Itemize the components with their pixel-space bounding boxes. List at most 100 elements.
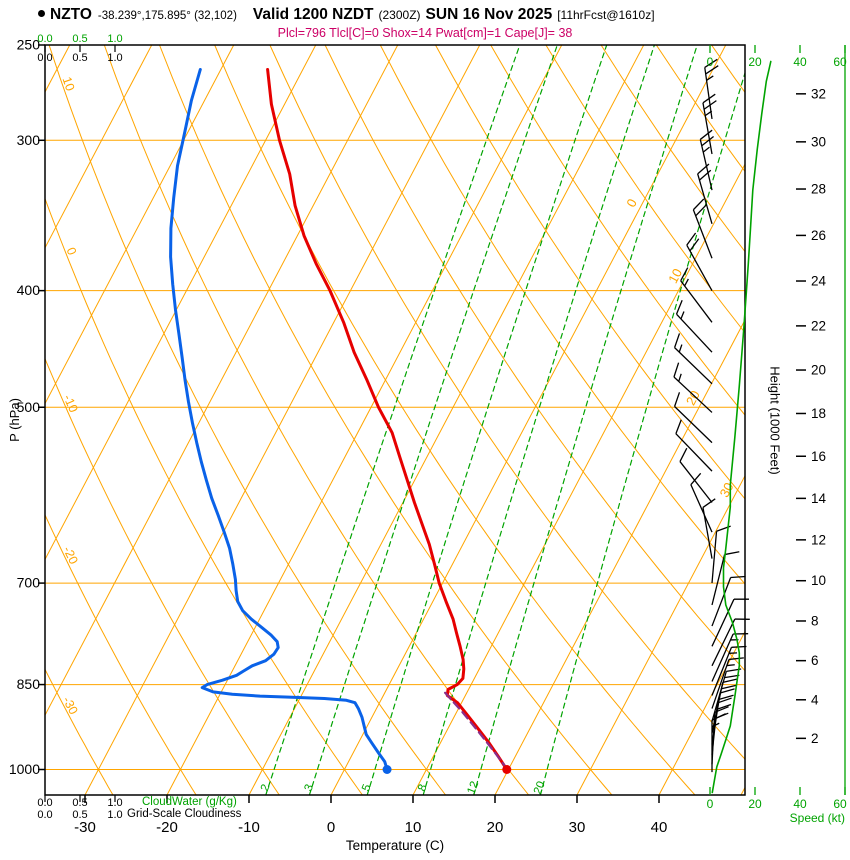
svg-text:1.0: 1.0: [107, 33, 122, 45]
svg-text:250: 250: [17, 37, 41, 53]
svg-text:8: 8: [416, 783, 430, 793]
svg-text:30: 30: [569, 819, 586, 836]
svg-text:-30: -30: [74, 819, 96, 836]
curves: [169, 68, 509, 771]
forecast-tag: [11hrFcst@1610z]: [557, 8, 655, 22]
pressure-axis: 250 300 400 500 700 850 1000: [9, 37, 45, 777]
svg-text:500: 500: [17, 399, 41, 415]
svg-text:20: 20: [811, 363, 826, 378]
cloud-scales: 0.00.00.00.00.50.50.50.51.01.01.01.0: [37, 33, 122, 821]
svg-text:0: 0: [623, 196, 640, 209]
cloudiness-axis-title: Grid-Scale Cloudiness: [127, 808, 242, 820]
header: NZTO -38.239°,175.895° (32,102) Valid 1200…: [38, 6, 848, 24]
svg-text:10: 10: [665, 266, 685, 286]
svg-text:0.0: 0.0: [37, 33, 52, 45]
svg-text:12: 12: [465, 780, 481, 796]
svg-text:40: 40: [793, 797, 807, 811]
svg-text:0.5: 0.5: [72, 52, 87, 64]
station-code: NZTO: [50, 6, 92, 23]
grid-labels: 0 10 20 30 10 0 -10 -20 -30 2 3 5 8 12 20: [59, 75, 736, 796]
wind-barbs: [673, 58, 750, 773]
svg-text:28: 28: [811, 182, 826, 197]
svg-text:700: 700: [17, 575, 41, 591]
svg-text:0.0: 0.0: [37, 809, 52, 821]
svg-text:0: 0: [707, 797, 714, 811]
svg-text:10: 10: [59, 75, 77, 93]
svg-text:-20: -20: [60, 544, 80, 566]
svg-text:6: 6: [811, 653, 819, 668]
pressure-axis-title: P (hPa): [7, 398, 22, 442]
svg-text:20: 20: [487, 819, 504, 836]
svg-text:20: 20: [683, 388, 703, 408]
svg-text:1.0: 1.0: [107, 809, 122, 821]
svg-text:0.0: 0.0: [37, 52, 52, 64]
station-bullet-icon: [38, 10, 45, 17]
svg-text:30: 30: [811, 134, 826, 149]
svg-text:30: 30: [716, 480, 736, 500]
station-coords: -38.239°,175.895° (32,102): [97, 10, 237, 22]
stability-stats-line: Plcl=796 Tlcl[C]=0 Shox=14 Pwat[cm]=1 Ca…: [277, 26, 573, 40]
speed-axis-title: Speed (kt): [789, 811, 845, 825]
svg-text:3: 3: [303, 783, 317, 793]
svg-text:10: 10: [405, 819, 422, 836]
svg-text:24: 24: [811, 274, 827, 289]
svg-text:1.0: 1.0: [107, 52, 122, 64]
svg-text:0: 0: [707, 55, 714, 69]
svg-text:4: 4: [811, 692, 819, 707]
svg-text:20: 20: [532, 780, 548, 796]
speed-profile: [711, 60, 772, 794]
svg-text:10: 10: [811, 573, 826, 588]
valid-time: Valid 1200 NZDT: [252, 6, 374, 23]
height-axis-title: Height (1000 Feet): [767, 366, 783, 475]
svg-text:18: 18: [811, 406, 826, 421]
isotherm-lines: [45, 45, 745, 795]
svg-text:5: 5: [360, 783, 374, 793]
valid-zulu: (2300Z): [378, 8, 421, 22]
skewt-grid: [45, 45, 745, 795]
svg-text:22: 22: [811, 318, 826, 333]
svg-text:0.5: 0.5: [72, 797, 87, 809]
surface-markers: [382, 765, 512, 775]
temperature-curve: [266, 68, 509, 771]
svg-text:1000: 1000: [9, 761, 40, 777]
svg-text:40: 40: [651, 819, 668, 836]
valid-date: SUN 16 Nov 2025: [425, 6, 553, 23]
svg-text:0: 0: [327, 819, 335, 836]
svg-text:-10: -10: [60, 392, 80, 414]
svg-text:16: 16: [811, 449, 826, 464]
svg-text:32: 32: [811, 86, 826, 101]
svg-text:-30: -30: [60, 694, 81, 717]
mixing-ratio-lines: [265, 45, 745, 795]
plot-frame: [44, 44, 746, 796]
svg-text:20: 20: [748, 797, 762, 811]
svg-text:0.0: 0.0: [37, 797, 52, 809]
svg-text:60: 60: [833, 55, 847, 69]
svg-text:850: 850: [17, 676, 41, 692]
svg-text:26: 26: [811, 228, 826, 243]
svg-text:20: 20: [748, 55, 762, 69]
svg-text:40: 40: [793, 55, 807, 69]
svg-text:0: 0: [64, 245, 80, 257]
svg-text:300: 300: [17, 132, 41, 148]
svg-text:0.5: 0.5: [72, 33, 87, 45]
svg-text:1.0: 1.0: [107, 797, 122, 809]
svg-text:-20: -20: [156, 819, 178, 836]
svg-text:8: 8: [811, 613, 819, 628]
svg-text:2: 2: [259, 783, 273, 793]
dewpoint-curve: [169, 68, 389, 771]
temperature-axis-title: Temperature (C): [345, 838, 445, 853]
temperature-axis: -30 -20 -10 0 10 20 30 40: [74, 795, 667, 836]
svg-text:400: 400: [17, 282, 41, 298]
speed-axis: 0 0 20 20 40 40 60 60: [707, 45, 847, 811]
svg-text:60: 60: [833, 797, 847, 811]
svg-text:-10: -10: [238, 819, 260, 836]
svg-text:12: 12: [811, 532, 826, 547]
svg-text:2: 2: [811, 731, 819, 746]
cloudwater-axis-title: CloudWater (g/Kg): [142, 796, 237, 808]
svg-text:14: 14: [811, 491, 827, 506]
svg-text:0.5: 0.5: [72, 809, 87, 821]
parcel-path: [443, 690, 509, 771]
